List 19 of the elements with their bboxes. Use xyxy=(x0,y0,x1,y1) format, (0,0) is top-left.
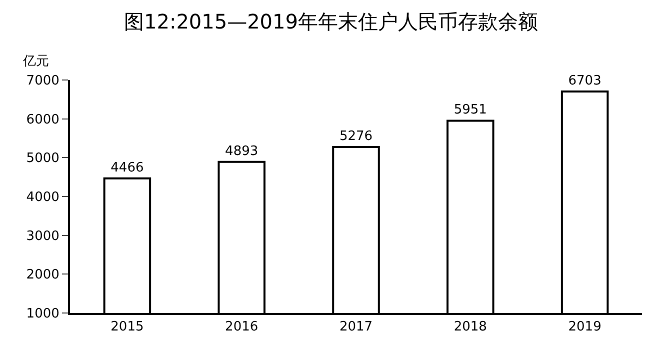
y-tick-label: 1000 xyxy=(26,306,60,322)
x-tick-label: 2015 xyxy=(110,320,144,335)
y-tick-label: 5000 xyxy=(26,151,60,166)
y-axis-title: 亿元 xyxy=(22,54,49,69)
chart-title: 图12:2015—2019年年末住户人民币存款余额 xyxy=(124,9,538,34)
y-tick-label: 4000 xyxy=(26,190,60,206)
data-label: 6703 xyxy=(568,74,602,89)
y-tick-label: 7000 xyxy=(26,74,60,89)
y-tick-label: 6000 xyxy=(26,112,60,128)
data-label: 4893 xyxy=(225,144,258,159)
data-label: 5951 xyxy=(454,102,487,118)
x-tick-label: 2016 xyxy=(225,320,258,335)
data-label: 4466 xyxy=(110,160,144,176)
x-tick-label: 2019 xyxy=(568,320,602,335)
x-tick-label: 2017 xyxy=(339,320,373,335)
y-tick-label: 2000 xyxy=(26,268,60,283)
data-label: 5276 xyxy=(339,128,373,144)
x-tick-label: 2018 xyxy=(454,320,487,335)
y-tick-label: 3000 xyxy=(26,228,60,244)
